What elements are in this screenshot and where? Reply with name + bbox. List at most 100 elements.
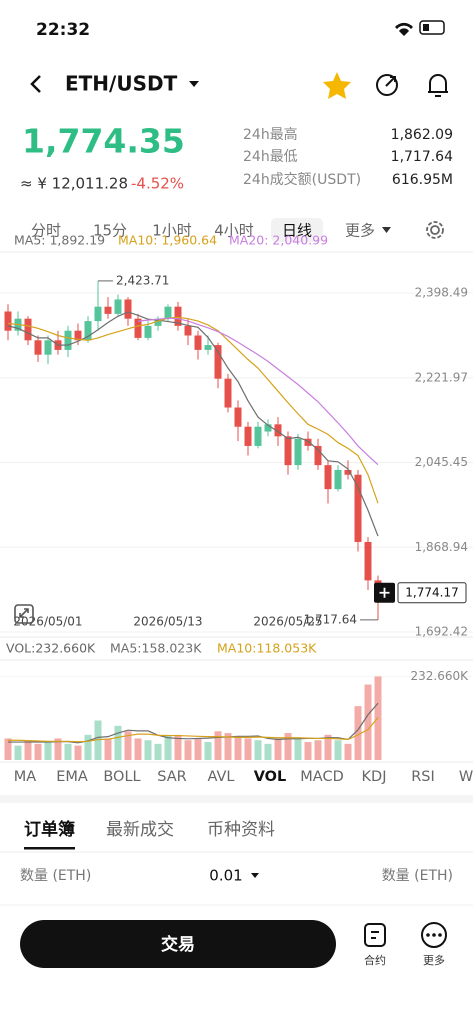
volume-bar <box>324 734 332 760</box>
order-header: 数量 (ETH) <box>382 868 453 884</box>
last-price-label: 1,774.17 <box>405 585 458 599</box>
volume-bar <box>134 738 142 760</box>
pair-dropdown[interactable] <box>189 81 199 87</box>
candle-body <box>364 541 372 581</box>
ma-legend: MA10: 1,960.64 <box>118 233 217 248</box>
expand-icon[interactable] <box>14 604 34 624</box>
volume-bar <box>104 738 112 760</box>
volume-bar <box>34 743 42 760</box>
candle-body <box>244 426 252 446</box>
volume-bar <box>254 740 262 760</box>
book-tab[interactable]: 订单簿 <box>24 819 75 840</box>
more-label[interactable]: 更多 <box>423 953 445 967</box>
timeframe-tab[interactable]: 日线 <box>282 222 312 240</box>
volume-bar <box>144 740 152 760</box>
timeframe-tab[interactable]: 4小时 <box>214 222 254 240</box>
volume-bar <box>64 743 72 760</box>
candle-body <box>194 335 202 350</box>
stat-label: 24h成交额(USDT) <box>243 171 361 188</box>
volume-title: VOL:232.660K <box>6 641 96 656</box>
indicator-tab[interactable]: RSI <box>411 769 435 785</box>
indicator-tab[interactable]: MA <box>14 769 37 785</box>
indicator-tab[interactable]: MACD <box>300 769 343 785</box>
last-price-box <box>397 582 467 604</box>
timeframe-tab[interactable]: 15分 <box>93 222 127 240</box>
volume-bar <box>4 738 12 760</box>
volume-bar <box>344 743 352 760</box>
indicator-tab[interactable]: AVL <box>208 769 235 785</box>
indicator-tab[interactable]: EMA <box>56 769 88 785</box>
trade-button[interactable] <box>20 920 336 968</box>
volume-bar <box>204 742 212 760</box>
candle-body <box>224 378 232 408</box>
more-icon[interactable] <box>421 922 447 948</box>
precision-dropdown[interactable] <box>251 873 259 878</box>
settings-icon[interactable] <box>426 221 444 239</box>
volume-bar <box>84 734 92 760</box>
volume-bar <box>334 740 342 760</box>
candle-body <box>334 469 342 490</box>
volume-bar <box>224 733 232 760</box>
candle-body <box>174 306 182 326</box>
contract-icon[interactable] <box>364 923 386 947</box>
trade-button-label[interactable]: 交易 <box>161 934 195 955</box>
candle-body <box>324 465 332 490</box>
book-tab[interactable]: 最新成交 <box>106 820 174 840</box>
volume-bar <box>174 734 182 760</box>
volume-bar <box>164 734 172 760</box>
annotation-label: 2,423.71 <box>116 273 169 287</box>
volume-bar <box>354 706 362 760</box>
candle-body <box>264 424 272 432</box>
contract-label[interactable]: 合约 <box>364 953 386 967</box>
volume-bar <box>24 740 32 760</box>
candlestick-chart: 2,398.49 2,221.97 2,045.45 1,868.94 1,692.42… <box>0 233 473 760</box>
timeframe-tabs: 分时 15分 1小时 4小时 日线 更多 <box>31 218 391 242</box>
candle-body <box>24 318 32 341</box>
ma-line <box>7 311 379 537</box>
ma-legend: MA5: 1,892.19 <box>14 233 105 248</box>
candle-body <box>234 407 242 427</box>
timeframe-tab[interactable]: 1小时 <box>152 222 192 240</box>
candle-body <box>64 330 72 350</box>
candle-body <box>304 438 312 446</box>
timeframe-tab[interactable]: 更多 <box>345 222 375 240</box>
candle-body <box>164 306 172 319</box>
timeframe-tab[interactable]: 分时 <box>31 222 61 240</box>
ma-legend: MA20: 2,040.99 <box>229 233 328 248</box>
volume-bar <box>244 738 252 760</box>
indicator-tab[interactable]: W <box>459 769 473 785</box>
status-icons <box>395 20 445 36</box>
back-button[interactable] <box>30 75 41 93</box>
pair-title[interactable]: ETH/USDT <box>65 72 178 96</box>
volume-ma-legend: MA5:158.023K <box>110 641 202 656</box>
candle-body <box>354 474 362 542</box>
alert-icon[interactable] <box>428 74 448 97</box>
annotation-label: 1,717.64 <box>304 612 357 626</box>
candle-body <box>254 426 262 446</box>
book-tab[interactable]: 币种资料 <box>207 820 275 840</box>
candle-body <box>184 325 192 336</box>
candle-body <box>154 318 162 326</box>
candle-body <box>144 325 152 338</box>
candle-body <box>294 438 302 466</box>
indicator-tab[interactable]: KDJ <box>362 769 387 785</box>
indicator-tab[interactable]: VOL <box>254 769 287 785</box>
volume-bar <box>54 738 62 760</box>
volume-bar <box>114 725 122 760</box>
more-dropdown[interactable] <box>382 227 391 233</box>
share-icon[interactable] <box>376 74 398 96</box>
indicator-tab[interactable]: BOLL <box>103 769 140 785</box>
candle-body <box>104 306 112 314</box>
volume-bar <box>74 745 82 760</box>
volume-bar <box>264 743 272 760</box>
price-change: -4.52% <box>131 175 184 193</box>
precision-select[interactable]: 0.01 <box>209 867 242 885</box>
order-header: 数量 (ETH) <box>20 868 91 884</box>
stat-label: 24h最低 <box>243 149 298 165</box>
favorite-star[interactable] <box>323 72 351 99</box>
crosshair-plus[interactable] <box>379 587 390 598</box>
volume-bar <box>274 738 282 760</box>
indicator-tab[interactable]: SAR <box>157 769 186 785</box>
y-tick-label: 2,221.97 <box>415 370 468 384</box>
